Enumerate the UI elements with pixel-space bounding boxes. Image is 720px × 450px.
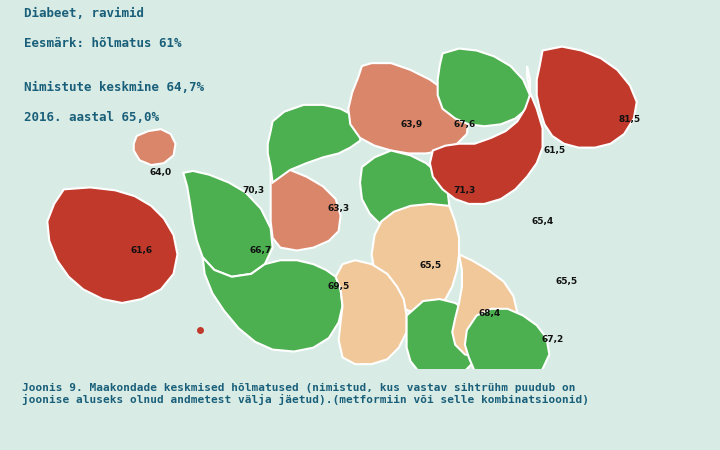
Polygon shape — [372, 204, 459, 313]
Polygon shape — [438, 49, 530, 126]
Text: Diabeet, ravimid: Diabeet, ravimid — [24, 7, 145, 20]
Polygon shape — [465, 309, 549, 387]
Text: 63,9: 63,9 — [400, 120, 423, 129]
Polygon shape — [184, 171, 273, 277]
Polygon shape — [536, 47, 636, 148]
Polygon shape — [336, 260, 407, 364]
Text: Eesmärk: hõlmatus 61%: Eesmärk: hõlmatus 61% — [24, 37, 182, 50]
Polygon shape — [430, 66, 543, 204]
Polygon shape — [407, 299, 482, 377]
Text: 2016. aastal 65,0%: 2016. aastal 65,0% — [24, 111, 159, 124]
Polygon shape — [48, 187, 177, 303]
Text: 63,3: 63,3 — [328, 204, 350, 213]
Text: 61,6: 61,6 — [130, 246, 153, 255]
Text: 71,3: 71,3 — [454, 186, 476, 195]
Polygon shape — [348, 63, 469, 153]
Text: 68,4: 68,4 — [478, 309, 500, 318]
Text: 65,5: 65,5 — [420, 261, 442, 270]
Polygon shape — [360, 150, 449, 235]
Text: 69,5: 69,5 — [328, 282, 350, 291]
Text: 66,7: 66,7 — [250, 246, 272, 255]
Text: 70,3: 70,3 — [242, 186, 264, 195]
Polygon shape — [271, 150, 341, 251]
Text: 81,5: 81,5 — [619, 115, 641, 124]
Text: 64,0: 64,0 — [150, 168, 172, 177]
Text: 65,4: 65,4 — [531, 217, 554, 226]
Polygon shape — [452, 254, 517, 357]
Text: 61,5: 61,5 — [543, 146, 565, 155]
Text: 67,2: 67,2 — [541, 335, 563, 344]
Text: Joonis 9. Maakondade keskmised hõlmatused (nimistud, kus vastav sihtrühm puudub : Joonis 9. Maakondade keskmised hõlmatuse… — [22, 382, 589, 405]
Polygon shape — [203, 257, 343, 351]
Text: Nimistute keskmine 64,7%: Nimistute keskmine 64,7% — [24, 81, 204, 94]
Polygon shape — [134, 129, 176, 165]
Text: 65,5: 65,5 — [556, 277, 578, 286]
Polygon shape — [268, 105, 362, 183]
Text: 67,6: 67,6 — [454, 120, 476, 129]
